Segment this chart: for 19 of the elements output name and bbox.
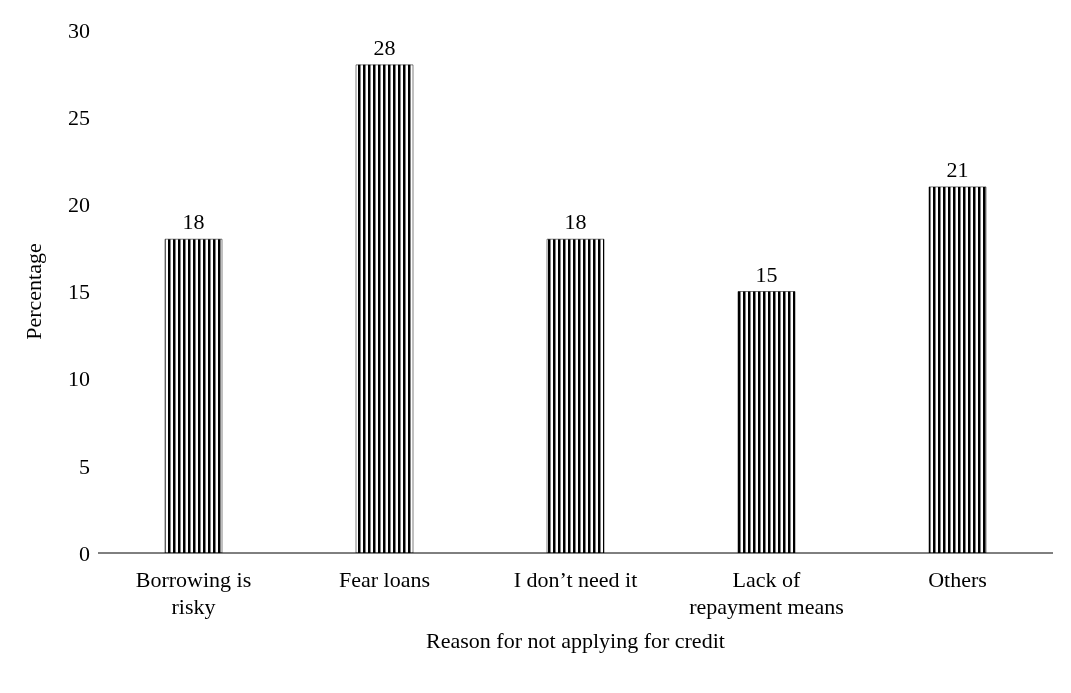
y-tick-label: 20 xyxy=(68,192,90,218)
data-label: 18 xyxy=(182,209,205,235)
x-tick-label: Lack of repayment means xyxy=(689,567,844,619)
y-tick-label: 10 xyxy=(68,366,90,392)
x-axis-title: Reason for not applying for credit xyxy=(426,628,725,653)
x-tick-label: I don’t need it xyxy=(513,567,638,592)
y-tick-label: 15 xyxy=(68,279,90,305)
y-tick-label: 0 xyxy=(79,540,90,566)
data-label: 28 xyxy=(373,34,396,60)
data-label: 15 xyxy=(755,261,778,287)
y-tick-label: 25 xyxy=(68,104,90,130)
x-tick-label: Others xyxy=(928,567,987,592)
y-axis-title: Percentage xyxy=(20,243,46,340)
y-tick-label: 5 xyxy=(79,453,90,479)
x-tick-label: Fear loans xyxy=(338,567,431,592)
y-tick-label: 30 xyxy=(68,17,90,43)
data-label: 18 xyxy=(564,209,587,235)
data-label: 21 xyxy=(946,156,969,182)
x-tick-label: Borrowing is risky xyxy=(135,567,252,619)
